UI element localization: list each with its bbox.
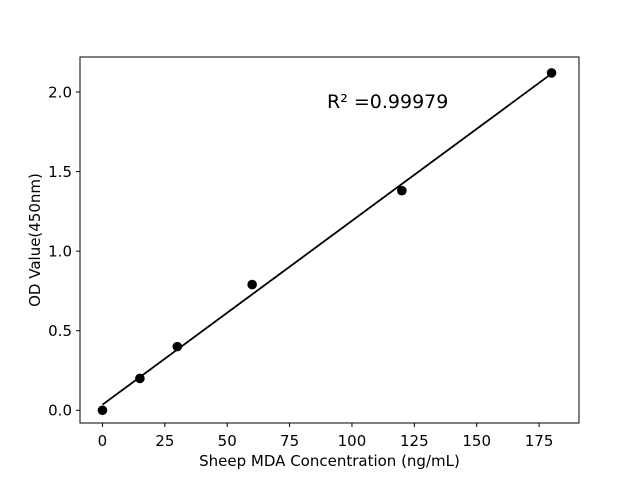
y-tick-label: 1.0 <box>48 242 72 260</box>
y-tick-label: 1.5 <box>48 163 72 181</box>
x-tick-label: 0 <box>98 432 108 450</box>
x-axis-label: Sheep MDA Concentration (ng/mL) <box>199 452 460 470</box>
x-tick-label: 125 <box>400 432 429 450</box>
data-point <box>97 405 108 416</box>
data-point <box>135 373 145 384</box>
x-tick-label: 150 <box>462 432 491 450</box>
data-point <box>397 185 407 196</box>
x-tick-label: 25 <box>155 432 174 450</box>
y-tick-label: 2.0 <box>48 83 72 101</box>
plot-frame <box>79 56 580 424</box>
plot-generated-layer: 0 25 50 75 100 125 150 175 0.0 0.5 1.0 1.5 2.0 <box>48 56 580 450</box>
y-tick-label: 0.0 <box>48 402 72 420</box>
r-squared-annotation: R² =0.99979 <box>327 91 448 113</box>
fit-line <box>101 72 553 406</box>
x-tick-label: 50 <box>218 432 237 450</box>
x-tick-label: 175 <box>525 432 554 450</box>
x-tick-label: 75 <box>280 432 299 450</box>
data-point <box>247 279 257 290</box>
data-point <box>172 341 183 352</box>
y-tick-label: 0.5 <box>48 322 72 340</box>
x-tick-label: 100 <box>338 432 367 450</box>
y-axis-label: OD Value(450nm) <box>26 173 44 307</box>
data-point <box>546 68 557 78</box>
